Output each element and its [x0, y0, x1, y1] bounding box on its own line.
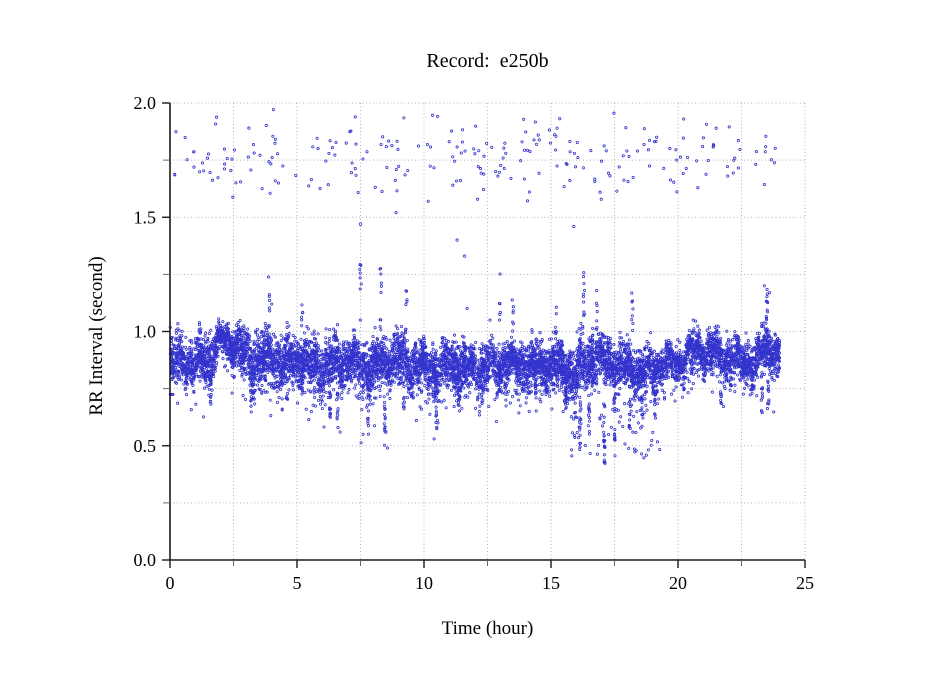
y-tick-label: 1.5	[134, 207, 157, 227]
scatter-points	[168, 108, 782, 465]
x-tick-label: 25	[796, 573, 814, 593]
x-axis-label: Time (hour)	[441, 618, 534, 639]
y-tick-label: 2.0	[134, 93, 157, 113]
x-tick-label: 5	[293, 573, 302, 593]
x-tick-label: 15	[542, 573, 560, 593]
tick-labels: 0 5 10 15 20 25 0.0 0.5 1.0 1.5 2.0	[134, 93, 815, 593]
grid-lines	[170, 102, 806, 560]
x-tick-label: 10	[415, 573, 433, 593]
x-tick-label: 0	[166, 573, 175, 593]
minor-ticks	[163, 159, 742, 566]
y-tick-label: 0.0	[134, 550, 157, 570]
y-tick-label: 0.5	[134, 436, 157, 456]
major-ticks	[162, 102, 806, 568]
chart-title: Record: e250b	[426, 50, 549, 72]
y-axis-label: RR Interval (second)	[86, 256, 107, 416]
y-tick-label: 1.0	[134, 322, 157, 342]
x-tick-label: 20	[669, 573, 687, 593]
